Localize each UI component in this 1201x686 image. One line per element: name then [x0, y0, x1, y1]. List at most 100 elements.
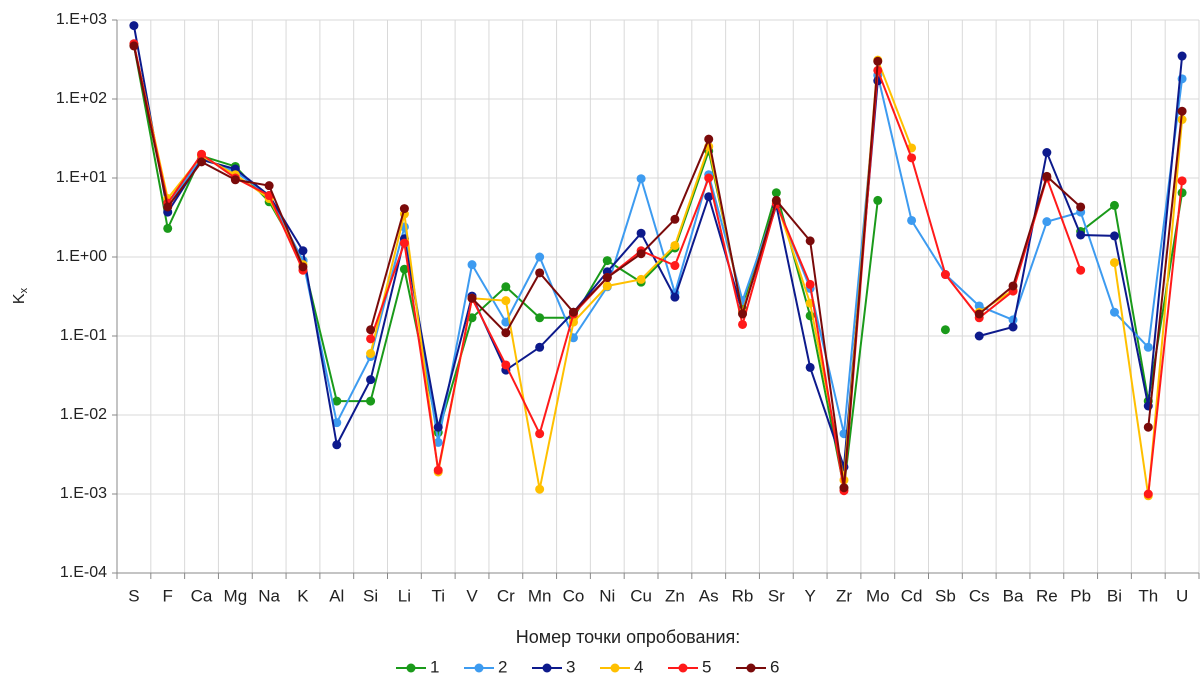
x-tick-label: Re	[1036, 586, 1058, 605]
y-tick-label: 1.E-01	[60, 327, 107, 344]
series-line	[369, 70, 1082, 491]
data-point	[298, 246, 308, 256]
data-point	[1042, 217, 1052, 227]
x-tick-label: Pb	[1070, 586, 1091, 605]
data-point	[332, 440, 342, 450]
series-line	[369, 208, 406, 331]
data-point	[1177, 106, 1187, 116]
data-point	[805, 362, 815, 372]
data-point	[332, 396, 342, 406]
data-point	[873, 195, 883, 205]
data-point	[1076, 230, 1086, 240]
data-point	[704, 173, 714, 183]
data-point	[1076, 202, 1086, 212]
data-point	[670, 214, 680, 224]
legend-marker	[746, 663, 756, 673]
data-point	[771, 188, 781, 198]
series-line	[1147, 111, 1184, 428]
x-tick-label: Cd	[901, 586, 923, 605]
legend-marker	[474, 663, 484, 673]
data-point	[636, 228, 646, 238]
data-point	[602, 281, 612, 291]
data-point	[1008, 322, 1018, 332]
data-point	[1109, 231, 1119, 241]
data-point	[771, 195, 781, 205]
y-axis-label: Kx	[11, 287, 30, 304]
series-line	[132, 45, 304, 268]
data-point	[602, 256, 612, 266]
x-tick-label: As	[699, 586, 719, 605]
data-point	[535, 484, 545, 494]
x-tick-label: Cu	[630, 586, 652, 605]
data-point	[501, 296, 511, 306]
data-point	[839, 483, 849, 493]
data-point	[568, 307, 578, 317]
legend-label: 5	[702, 657, 711, 676]
data-point	[940, 270, 950, 280]
legend-label: 4	[634, 657, 643, 676]
data-point	[1042, 171, 1052, 181]
x-tick-label: S	[128, 586, 139, 605]
x-tick-label: Th	[1138, 586, 1158, 605]
y-tick-label: 1.E-03	[60, 485, 107, 502]
y-axis-label-sub: x	[18, 287, 30, 293]
data-point	[535, 268, 545, 278]
data-point	[433, 465, 443, 475]
legend-label: 3	[566, 657, 575, 676]
data-point	[501, 317, 511, 327]
x-tick-label: Ca	[191, 586, 213, 605]
data-point	[636, 274, 646, 284]
y-tick-label: 1.E+03	[56, 11, 107, 28]
data-point	[636, 249, 646, 259]
data-point	[704, 192, 714, 202]
data-point	[399, 238, 409, 248]
data-point	[1177, 176, 1187, 186]
x-tick-label: Co	[563, 586, 585, 605]
data-point	[366, 375, 376, 385]
data-point	[535, 313, 545, 323]
data-point	[974, 331, 984, 341]
series-line	[1113, 119, 1184, 496]
x-tick-label: Ba	[1003, 586, 1024, 605]
x-tick-label: Zn	[665, 586, 685, 605]
data-point	[805, 279, 815, 289]
series-line	[132, 25, 879, 468]
data-point	[738, 319, 748, 329]
data-point	[670, 240, 680, 250]
data-point	[535, 429, 545, 439]
data-point	[163, 223, 173, 233]
data-point	[501, 360, 511, 370]
x-tick-label: Mo	[866, 586, 890, 605]
legend-marker	[542, 663, 552, 673]
data-point	[264, 181, 274, 191]
data-point	[738, 309, 748, 319]
data-point	[805, 236, 815, 246]
data-point	[1109, 307, 1119, 317]
data-point	[602, 273, 612, 283]
data-point	[433, 422, 443, 432]
x-axis-label: Номер точки опробования:	[516, 627, 741, 647]
data-point	[366, 334, 376, 344]
x-tick-label: Ti	[431, 586, 445, 605]
x-tick-label: Cs	[969, 586, 990, 605]
data-point	[1109, 200, 1119, 210]
y-tick-label: 1.E-02	[60, 406, 107, 423]
data-point	[129, 41, 139, 51]
x-tick-label: Si	[363, 586, 378, 605]
data-point	[230, 175, 240, 185]
data-point	[197, 157, 207, 167]
data-point	[1109, 258, 1119, 268]
x-tick-label: U	[1176, 586, 1188, 605]
x-tick-label: Sr	[768, 586, 785, 605]
x-tick-label: Ni	[599, 586, 615, 605]
data-point	[399, 264, 409, 274]
data-point	[163, 202, 173, 212]
data-point	[974, 301, 984, 311]
data-point	[366, 349, 376, 359]
data-point	[1177, 51, 1187, 61]
data-point	[873, 56, 883, 66]
legend-label: 6	[770, 657, 779, 676]
data-point	[467, 293, 477, 303]
y-tick-label: 1.E+01	[56, 169, 107, 186]
